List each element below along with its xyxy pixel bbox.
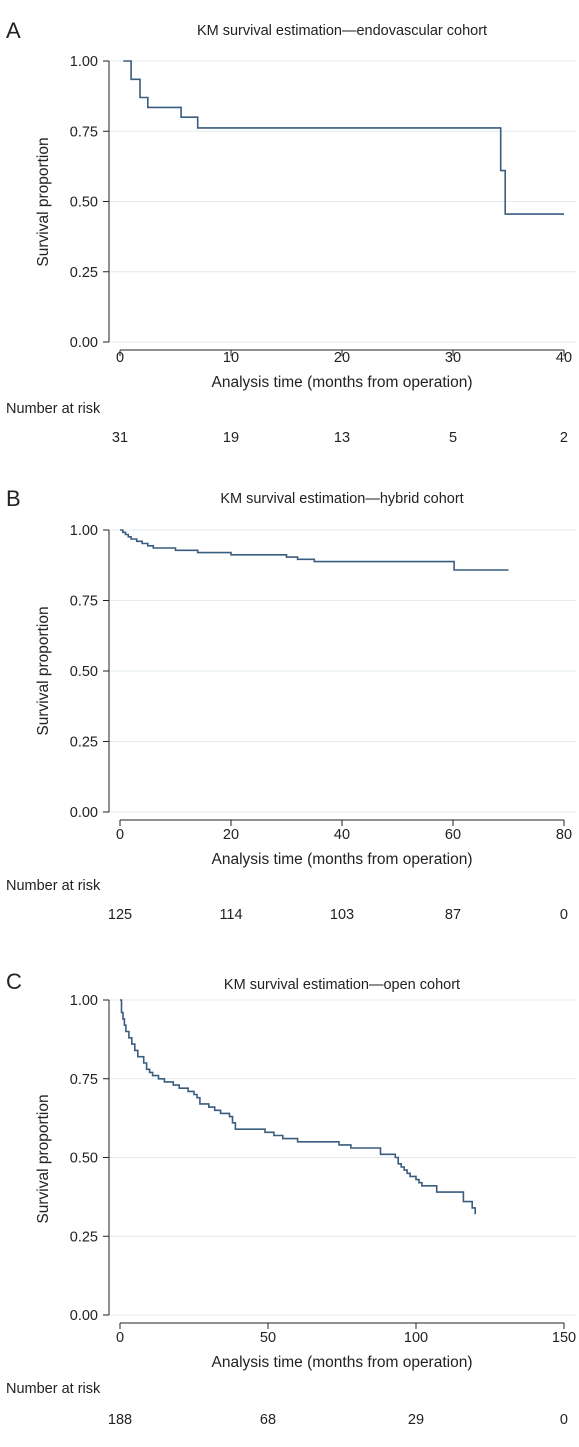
x-axis-title-a: Analysis time (months from operation) [211,374,472,391]
risk-count: 13 [334,430,350,446]
km-survival-curve [120,999,476,1215]
x-tick-label: 0 [116,350,124,366]
y-axis-title-c: Survival proportion [35,1094,52,1223]
chart-title-c: KM survival estimation—open cohort [224,977,460,993]
y-tick-label: 0.25 [70,1229,98,1245]
km-chart-c: C KM survival estimation—open cohort Sur… [6,969,576,1428]
y-tick-label: 0.50 [70,664,98,680]
risk-count: 31 [112,430,128,446]
risk-count: 68 [260,1412,276,1428]
y-tick-label: 0.50 [70,1151,98,1167]
km-chart-a: A KM survival estimation—endovascular co… [6,18,576,446]
y-tick-label: 1.00 [70,523,98,539]
risk-count: 0 [560,907,568,923]
x-tick-label: 20 [223,827,239,843]
km-survival-curve [123,60,564,215]
panel-letter-b: B [6,486,21,511]
y-tick-label: 0.00 [70,1308,98,1324]
x-axis-title-c: Analysis time (months from operation) [211,1354,472,1371]
y-tick-label: 0.25 [70,265,98,281]
x-tick-label: 30 [445,350,461,366]
panel-letter-c: C [6,969,22,994]
risk-count: 188 [108,1412,132,1428]
risk-count: 103 [330,907,354,923]
risk-table-title-c: Number at risk [6,1381,101,1397]
risk-count: 19 [223,430,239,446]
risk-table-title-b: Number at risk [6,878,101,894]
y-tick-label: 0.75 [70,124,98,140]
chart-title-b: KM survival estimation—hybrid cohort [220,491,463,507]
x-tick-label: 0 [116,1330,124,1346]
risk-table-title-a: Number at risk [6,401,101,417]
y-tick-label: 0.75 [70,594,98,610]
risk-count: 114 [219,907,242,923]
km-panel-hybrid: B KM survival estimation—hybrid cohort S… [0,484,579,966]
y-tick-label: 1.00 [70,993,98,1009]
x-tick-label: 10 [223,350,239,366]
x-tick-label: 20 [334,350,350,366]
y-axis-title-b: Survival proportion [35,606,52,735]
y-tick-label: 1.00 [70,54,98,70]
x-tick-label: 40 [334,827,350,843]
x-tick-label: 150 [552,1330,576,1346]
x-tick-label: 80 [556,827,572,843]
risk-count: 5 [449,430,457,446]
chart-title-a: KM survival estimation—endovascular coho… [197,23,487,39]
x-tick-label: 40 [556,350,572,366]
x-tick-label: 60 [445,827,461,843]
plot-area-a: 0.00 0.25 0.50 0.75 1.00 0 10 20 30 40 31 19 13 5 2 [70,54,576,446]
km-panel-endovascular: A KM survival estimation—endovascular co… [0,0,579,482]
x-axis-title-b: Analysis time (months from operation) [211,851,472,868]
risk-count: 29 [408,1412,424,1428]
panel-letter-a: A [6,18,21,43]
x-tick-label: 100 [404,1330,428,1346]
plot-area-c: 0.00 0.25 0.50 0.75 1.00 0 50 100 150 188 68 29 0 [70,993,576,1428]
risk-count: 125 [108,907,132,923]
y-tick-label: 0.75 [70,1072,98,1088]
km-survival-curve [120,529,509,571]
km-chart-b: B KM survival estimation—hybrid cohort S… [6,486,576,923]
y-axis-title-a: Survival proportion [35,137,52,266]
risk-count: 0 [560,1412,568,1428]
y-tick-label: 0.25 [70,735,98,751]
risk-count: 2 [560,430,568,446]
y-tick-label: 0.50 [70,195,98,211]
plot-area-b: 0.00 0.25 0.50 0.75 1.00 0 20 40 60 80 125 114 103 87… [70,523,576,923]
risk-count: 87 [445,907,461,923]
y-tick-label: 0.00 [70,335,98,351]
x-tick-label: 50 [260,1330,276,1346]
km-panel-open: C KM survival estimation—open cohort Sur… [0,965,579,1447]
y-tick-label: 0.00 [70,805,98,821]
x-tick-label: 0 [116,827,124,843]
